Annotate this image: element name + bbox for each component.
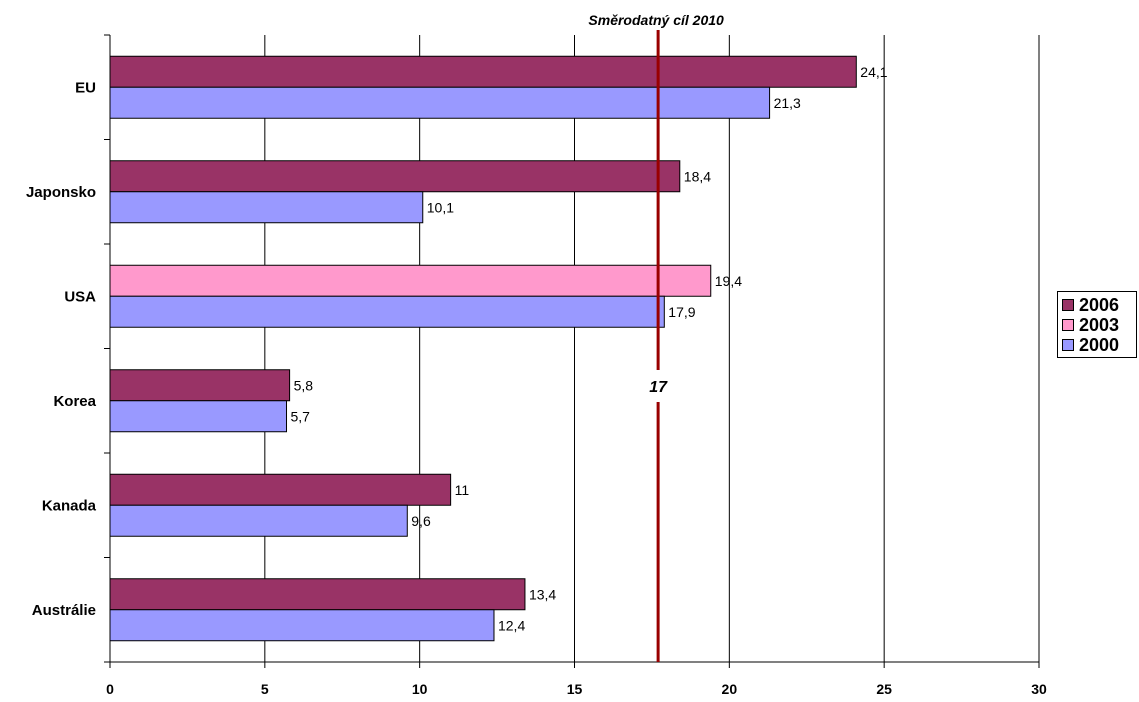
bar-japonsko-2006 [109,160,681,193]
x-tick-label: 25 [876,681,892,697]
bar-eu-2006 [109,55,857,88]
x-tick-label: 20 [722,681,738,697]
reference-line-group: 17 Směrodatný cíl 2010 [588,12,724,662]
data-label: 19,4 [715,273,742,289]
data-label: 21,3 [774,95,801,111]
data-label: 13,4 [529,586,556,602]
x-tick-label: 0 [106,681,114,697]
legend-swatch [1062,299,1074,311]
data-label: 9,6 [411,513,431,529]
legend-label: 2003 [1079,315,1120,335]
category-label: Austrálie [32,602,96,619]
bar-korea-2000 [109,400,288,433]
x-tick-label: 15 [567,681,583,697]
bar-austrálie-2006 [109,578,526,611]
bar-eu-2000 [109,86,771,119]
legend-label: 2000 [1079,335,1120,355]
legend-swatch [1062,319,1074,331]
category-label: Korea [53,393,96,410]
grid-lines [264,35,1040,662]
x-tick-label: 30 [1031,681,1047,697]
category-label: Kanada [42,497,97,514]
legend-label: 2006 [1079,295,1120,315]
legend: 2006 2003 2000 [1057,291,1137,358]
data-label: 5,7 [291,408,311,424]
x-tick-label: 5 [261,681,269,697]
data-label: 12,4 [498,617,525,633]
category-label: Japonsko [26,184,96,201]
legend-item: 2000 [1062,335,1132,355]
bar-kanada-2006 [109,473,452,506]
bar-kanada-2000 [109,504,408,537]
category-label: USA [64,288,96,305]
bars: 24,121,318,410,119,417,95,85,7119,613,41… [109,55,888,642]
bar-usa-2003 [109,264,712,297]
data-label: 10,1 [427,199,454,215]
category-label: EU [75,79,96,96]
legend-swatch [1062,339,1074,351]
legend-item: 2003 [1062,315,1132,335]
reference-line-title: Směrodatný cíl 2010 [588,12,724,28]
data-label: 5,8 [294,377,314,393]
data-label: 11 [455,482,470,498]
data-label: 17,9 [668,304,695,320]
x-tick-label: 10 [412,681,428,697]
bar-japonsko-2000 [109,191,424,224]
data-label: 18,4 [684,168,711,184]
axes: EU Japonsko USA Korea Kanada Austrálie 0 5 10 15 2… [26,34,1047,697]
legend-item: 2006 [1062,295,1132,315]
data-label: 24,1 [860,64,887,80]
reference-line-value: 17 [649,379,668,396]
bar-korea-2006 [109,369,291,402]
bar-austrálie-2000 [109,609,495,642]
bar-usa-2000 [109,295,665,328]
